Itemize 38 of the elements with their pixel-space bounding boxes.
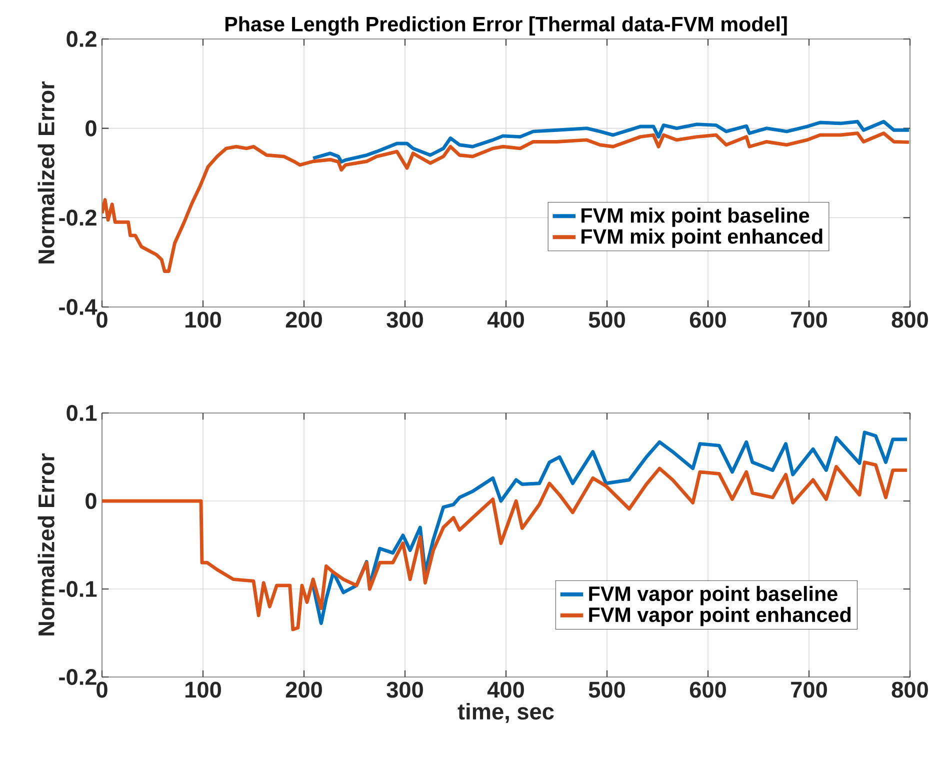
x-tick-label: 100 (186, 682, 221, 698)
y-tick-label: -0.4 (59, 298, 98, 316)
y-axis-title: Normalized Error (38, 453, 54, 636)
x-tick-label: 500 (588, 312, 625, 328)
line-series (102, 132, 910, 273)
legend-label: FVM vapor point baseline (589, 586, 838, 606)
line-series (311, 120, 910, 164)
x-tick-label: 400 (487, 312, 524, 328)
y-tick-label: 0.2 (66, 30, 96, 48)
y-tick-label: -0.2 (59, 668, 96, 686)
x-tick-label: 500 (588, 682, 625, 698)
y-tick-label: -0.2 (59, 210, 96, 226)
x-tick-label: 0 (96, 682, 108, 698)
x-tick-label: 200 (286, 312, 322, 328)
x-tick-label: 300 (386, 312, 423, 328)
x-tick-label: 400 (487, 682, 524, 698)
y-tick-label: 0.1 (66, 404, 97, 422)
legend-label: FVM mix point enhanced (582, 228, 822, 248)
y-axis-title: Normalized Error (38, 81, 54, 264)
x-tick-label: 700 (791, 312, 827, 328)
line-series (102, 460, 909, 632)
x-tick-label: 800 (892, 312, 928, 328)
chart-title: Phase Length Prediction Error [Thermal data-FVM model] (225, 16, 787, 36)
line-series (311, 430, 909, 626)
x-tick-label: 700 (791, 682, 827, 698)
y-tick-label: 0 (86, 492, 96, 510)
x-tick-label: 600 (690, 682, 726, 698)
x-tick-label: 0 (96, 312, 108, 328)
x-tick-label: 300 (386, 682, 423, 698)
x-tick-label: 100 (186, 312, 221, 328)
y-tick-label: -0.1 (59, 580, 97, 598)
x-axis-title: time, sec (458, 702, 554, 723)
x-tick-label: 200 (286, 682, 322, 698)
legend-label: FVM mix point baseline (582, 208, 810, 227)
legend-label: FVM vapor point enhanced (589, 606, 851, 626)
x-tick-label: 600 (690, 312, 726, 328)
y-tick-label: 0 (86, 120, 96, 136)
x-tick-label: 800 (892, 682, 928, 698)
